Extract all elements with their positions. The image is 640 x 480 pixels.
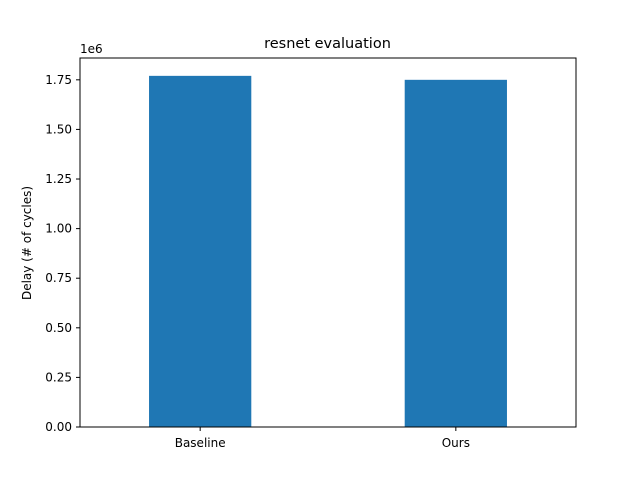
y-tick-label: 1.00 xyxy=(45,222,72,236)
y-tick-label: 1.25 xyxy=(45,172,72,186)
y-tick-label: 0.50 xyxy=(45,321,72,335)
y-axis-ticks: 0.00 0.25 0.50 0.75 1.00 1.25 1.50 1.75 xyxy=(45,73,80,434)
y-tick-label: 0.00 xyxy=(45,420,72,434)
y-tick-label: 1.75 xyxy=(45,73,72,87)
x-tick-label-ours: Ours xyxy=(442,436,470,450)
bar-ours xyxy=(404,79,507,428)
bars-group xyxy=(149,75,507,428)
plot-area-frame xyxy=(79,57,577,428)
y-axis-label: Delay (# of cycles) xyxy=(20,186,34,300)
y-axis-offset-label: 1e6 xyxy=(80,42,103,56)
bar-baseline xyxy=(149,75,252,428)
y-tick-label: 0.75 xyxy=(45,271,72,285)
chart-title: resnet evaluation xyxy=(264,36,391,52)
y-tick-label: 1.50 xyxy=(45,122,72,136)
x-axis-ticks: Baseline Ours xyxy=(175,427,470,450)
y-tick-label: 0.25 xyxy=(45,370,72,384)
x-tick-label-baseline: Baseline xyxy=(175,436,226,450)
